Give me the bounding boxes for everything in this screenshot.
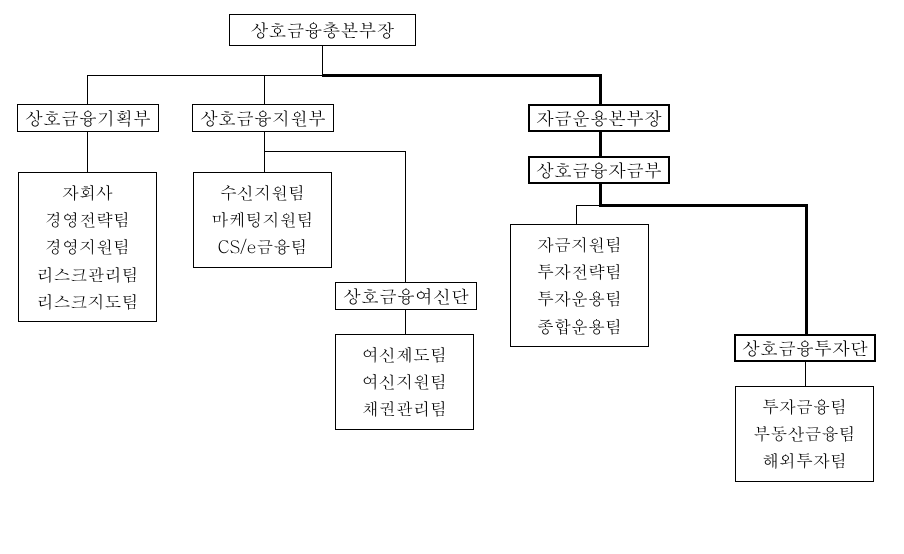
dept3a-label: 상호금융자금부 bbox=[536, 158, 662, 183]
teams2a-box: 여신제도팀 여신지원팀 채권관리팀 bbox=[335, 334, 474, 430]
connector-bold bbox=[599, 184, 602, 205]
unit3a-label: 상호금융투자단 bbox=[742, 336, 868, 361]
team-item: 리스크관리팀 bbox=[37, 261, 139, 288]
team-item: 여신제도팀 bbox=[362, 341, 447, 368]
dept3-label: 자금운용본부장 bbox=[536, 106, 662, 131]
team-item: 리스크지도팀 bbox=[37, 288, 139, 315]
connector bbox=[264, 151, 265, 172]
node-dept3a: 상호금융자금부 bbox=[528, 156, 670, 184]
connector bbox=[87, 75, 323, 76]
node-unit2a: 상호금융여신단 bbox=[335, 282, 477, 310]
connector bbox=[576, 205, 577, 224]
node-unit3a: 상호금융투자단 bbox=[734, 334, 876, 362]
dept2-label: 상호금융지원부 bbox=[200, 106, 326, 131]
team-item: 채권관리팀 bbox=[362, 395, 447, 422]
team-item: 해외투자팀 bbox=[762, 447, 847, 474]
team-item: 수신지원팀 bbox=[220, 179, 305, 206]
team-item: 투자운용팀 bbox=[537, 285, 622, 312]
connector-bold bbox=[322, 74, 601, 77]
root-label: 상호금융총본부장 bbox=[251, 18, 395, 43]
connector bbox=[264, 75, 265, 104]
connector bbox=[322, 46, 323, 75]
teams1-box: 자회사 경영전략팀 경영지원팀 리스크관리팀 리스크지도팀 bbox=[18, 172, 157, 322]
team-item: 투자금융팀 bbox=[762, 393, 847, 420]
team-item: 자회사 bbox=[62, 179, 113, 206]
teams3a-box: 투자금융팀 부동산금융팀 해외투자팀 bbox=[735, 386, 874, 482]
team-item: 투자전략팀 bbox=[537, 258, 622, 285]
teams3-box: 자금지원팀 투자전략팀 투자운용팀 종합운용팀 bbox=[510, 224, 649, 347]
team-item: 여신지원팀 bbox=[362, 368, 447, 395]
connector bbox=[87, 132, 88, 172]
team-item: 경영지원팀 bbox=[45, 233, 130, 260]
team-item: 마케팅지원팀 bbox=[212, 206, 314, 233]
connector-bold bbox=[805, 204, 808, 334]
connector-bold bbox=[599, 132, 602, 157]
dept1-label: 상호금융기획부 bbox=[25, 106, 151, 131]
team-item: 부동산금융팀 bbox=[754, 420, 856, 447]
unit2a-label: 상호금융여신단 bbox=[343, 284, 469, 309]
connector-bold bbox=[599, 204, 807, 207]
team-item: 종합운용팀 bbox=[537, 313, 622, 340]
connector-bold bbox=[599, 74, 602, 105]
node-dept1: 상호금융기획부 bbox=[17, 104, 159, 132]
node-dept2: 상호금융지원부 bbox=[192, 104, 334, 132]
team-item: 자금지원팀 bbox=[537, 231, 622, 258]
connector bbox=[264, 132, 265, 151]
teams2-box: 수신지원팀 마케팅지원팀 CS/e금융팀 bbox=[193, 172, 332, 268]
connector bbox=[405, 310, 406, 334]
connector bbox=[405, 151, 406, 282]
team-item: 경영전략팀 bbox=[45, 206, 130, 233]
connector bbox=[576, 205, 600, 206]
connector bbox=[264, 151, 405, 152]
connector bbox=[805, 362, 806, 386]
node-root: 상호금융총본부장 bbox=[229, 14, 416, 46]
connector bbox=[87, 75, 88, 104]
node-dept3: 자금운용본부장 bbox=[528, 104, 670, 132]
team-item: CS/e금융팀 bbox=[218, 233, 308, 260]
